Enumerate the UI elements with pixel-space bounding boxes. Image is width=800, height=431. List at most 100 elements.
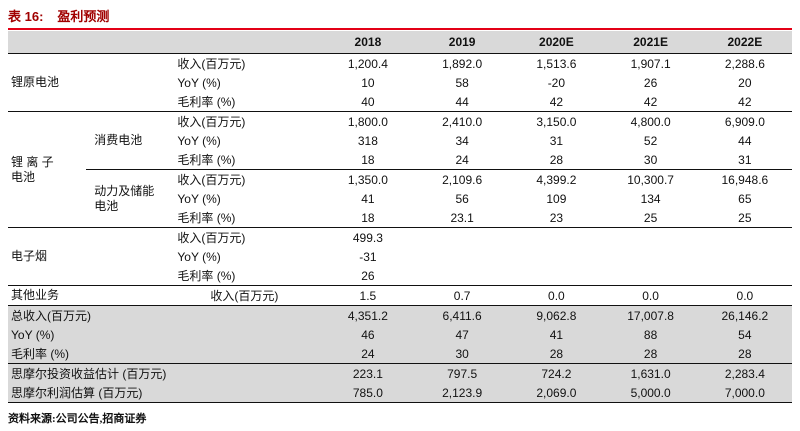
total-label: 总收入(百万元) — [8, 305, 321, 325]
value-cell: -31 — [359, 249, 377, 264]
value-cell: 724.2 — [509, 363, 604, 383]
value-cell: 54 — [697, 325, 792, 344]
table-row: 锂 离 子 电池 消费电池 收入(百万元) 1,800.0 2,410.0 3,… — [8, 111, 792, 228]
value-cell — [603, 247, 697, 266]
group-label-lithium-primary: 锂原电池 — [8, 53, 175, 112]
table-row: YoY (%) 10 58 -20 26 20 — [8, 73, 792, 92]
value-cell — [603, 266, 698, 286]
subgroup-label-consumer-battery: 消费电池 — [86, 111, 175, 170]
value-cell: 18 — [320, 150, 416, 170]
header-year-2019: 2019 — [415, 31, 510, 54]
total-row: 毛利率 (%) 24 30 28 28 28 — [8, 344, 792, 364]
value-cell: 785.0 — [320, 383, 416, 403]
total-label: 毛利率 (%) — [8, 344, 321, 364]
metric-label: 收入(百万元) — [177, 114, 246, 129]
group-label-other-business: 其他业务 — [8, 285, 175, 306]
value-cell: 44 — [415, 92, 510, 112]
metric-label: YoY (%) — [177, 133, 221, 148]
value-cell: 1,631.0 — [603, 363, 698, 383]
value-cell: 6,411.6 — [415, 305, 510, 325]
table-row: YoY (%) -31 — [8, 247, 792, 266]
title-divider — [8, 28, 792, 30]
value-cell — [698, 228, 792, 248]
value-cell: 25 — [603, 208, 698, 228]
estimate-label: 思摩尔投资收益估计 (百万元) — [8, 363, 321, 383]
value-cell: 31 — [549, 133, 564, 148]
value-cell: 52 — [643, 133, 658, 148]
value-cell: 1,892.0 — [442, 56, 483, 71]
value-cell — [697, 266, 792, 286]
value-cell: 58 — [455, 75, 469, 90]
value-cell — [415, 228, 509, 248]
value-cell: 24 — [320, 344, 416, 364]
table-row: 毛利率 (%) 18 23.1 23 25 25 — [8, 208, 792, 228]
total-row: YoY (%) 46 47 41 88 54 — [8, 325, 792, 344]
table-number-label: 表 16: — [8, 9, 44, 24]
value-cell: 1,907.1 — [630, 56, 671, 71]
value-cell: 10 — [361, 75, 375, 90]
value-cell: 46 — [320, 325, 416, 344]
total-label: YoY (%) — [8, 325, 321, 344]
value-cell: 2,123.9 — [415, 383, 510, 403]
value-cell — [698, 247, 792, 266]
value-cell: 9,062.8 — [509, 305, 604, 325]
value-cell — [509, 266, 604, 286]
value-cell: 6,909.0 — [724, 114, 765, 129]
value-cell: 223.1 — [320, 363, 416, 383]
table-row: 电子烟 收入(百万元) 499.3 — [8, 227, 792, 286]
table-row: YoY (%) 318 34 31 52 44 — [8, 131, 792, 150]
table-title-bar: 表 16: 盈利预测 — [8, 6, 792, 26]
table-title: 盈利预测 — [57, 9, 110, 24]
metric-label: 收入(百万元) — [174, 285, 321, 306]
estimate-label: 思摩尔利润估算 (百万元) — [8, 383, 321, 403]
value-cell: 28 — [603, 344, 698, 364]
value-cell: 7,000.0 — [697, 383, 792, 403]
metric-label: YoY (%) — [177, 75, 221, 90]
value-cell: 5,000.0 — [603, 383, 698, 403]
value-cell: 2,288.6 — [724, 56, 765, 71]
table-row: 动力及储能 电池 收入(百万元) 1,350.0 2,109.6 4,399.2… — [8, 169, 792, 228]
value-cell: 4,800.0 — [630, 114, 671, 129]
profit-forecast-table: 2018 2019 2020E 2021E 2022E 锂原电池 收入(百万元)… — [8, 31, 792, 403]
value-cell — [603, 228, 697, 248]
value-cell: 47 — [415, 325, 510, 344]
value-cell: 499.3 — [352, 230, 383, 245]
value-cell: 18 — [320, 208, 416, 228]
table-row: 其他业务 收入(百万元) 1.5 0.7 0.0 0.0 0.0 — [8, 285, 792, 306]
value-cell: 28 — [509, 150, 604, 170]
metric-label: YoY (%) — [177, 191, 221, 206]
value-cell: 10,300.7 — [627, 172, 674, 187]
value-cell: 42 — [509, 92, 604, 112]
value-cell: 1,800.0 — [347, 114, 388, 129]
value-cell: 26 — [643, 75, 658, 90]
value-cell: 23 — [509, 208, 604, 228]
metric-label: 毛利率 (%) — [174, 150, 321, 170]
value-cell: 318 — [357, 133, 378, 148]
value-cell: 1,200.4 — [347, 56, 388, 71]
value-cell: 24 — [415, 150, 510, 170]
value-cell: 17,007.8 — [603, 305, 698, 325]
metric-label: 毛利率 (%) — [174, 266, 321, 286]
value-cell — [509, 228, 603, 248]
group-label-e-cigarette: 电子烟 — [8, 227, 175, 286]
metric-label: YoY (%) — [177, 249, 221, 264]
value-cell: 56 — [455, 191, 469, 206]
value-cell — [415, 266, 510, 286]
header-year-2018: 2018 — [320, 31, 416, 54]
value-cell: 1,350.0 — [347, 172, 388, 187]
value-cell — [509, 247, 603, 266]
metric-label: 毛利率 (%) — [174, 208, 321, 228]
value-cell: 31 — [697, 150, 792, 170]
value-cell: 1.5 — [320, 285, 416, 306]
metric-label: 毛利率 (%) — [174, 92, 321, 112]
metric-label: 收入(百万元) — [177, 172, 246, 187]
value-cell: 42 — [603, 92, 698, 112]
group-label-lithium-ion: 锂 离 子 电池 — [8, 111, 87, 228]
header-year-2020e: 2020E — [509, 31, 604, 54]
value-cell: 2,283.4 — [697, 363, 792, 383]
metric-label: 收入(百万元) — [177, 56, 246, 71]
value-cell: 134 — [640, 191, 661, 206]
value-cell: 26,146.2 — [697, 305, 792, 325]
total-row: 总收入(百万元) 4,351.2 6,411.6 9,062.8 17,007.… — [8, 305, 792, 325]
